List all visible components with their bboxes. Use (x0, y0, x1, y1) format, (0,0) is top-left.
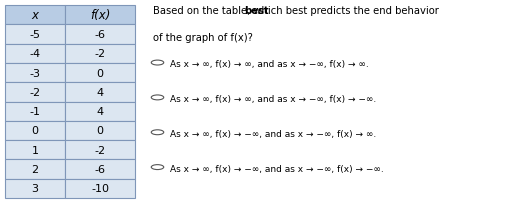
Text: As x → ∞, f(x) → ∞, and as x → −∞, f(x) → −∞.: As x → ∞, f(x) → ∞, and as x → −∞, f(x) … (170, 95, 376, 104)
Bar (65, 140, 135, 160)
Text: -6: -6 (94, 30, 106, 40)
Text: -2: -2 (94, 49, 106, 59)
Text: -10: -10 (91, 183, 109, 193)
Text: 1: 1 (32, 145, 39, 155)
Bar (65, 179, 135, 198)
Bar (5, 179, 65, 198)
Text: -5: -5 (30, 30, 41, 40)
Text: 4: 4 (96, 107, 104, 116)
Bar (5, 25, 65, 44)
Bar (65, 83, 135, 102)
Text: -4: -4 (30, 49, 41, 59)
Bar (5, 121, 65, 140)
Text: best: best (244, 6, 269, 16)
Text: Based on the table, which best predicts the end behavior: Based on the table, which best predicts … (153, 6, 439, 16)
Text: of the graph of f(x)?: of the graph of f(x)? (153, 33, 253, 43)
Bar (65, 6, 135, 25)
Bar (5, 140, 65, 160)
Text: As x → ∞, f(x) → −∞, and as x → −∞, f(x) → ∞.: As x → ∞, f(x) → −∞, and as x → −∞, f(x)… (170, 130, 376, 139)
Bar (65, 102, 135, 121)
Bar (5, 160, 65, 179)
Text: 0: 0 (32, 126, 39, 136)
Bar (5, 102, 65, 121)
Text: As x → ∞, f(x) → −∞, and as x → −∞, f(x) → −∞.: As x → ∞, f(x) → −∞, and as x → −∞, f(x)… (170, 164, 384, 173)
Text: 0: 0 (96, 68, 104, 78)
Bar (5, 44, 65, 64)
Text: -2: -2 (30, 88, 41, 97)
Bar (65, 25, 135, 44)
Bar (5, 6, 65, 25)
Text: As x → ∞, f(x) → ∞, and as x → −∞, f(x) → ∞.: As x → ∞, f(x) → ∞, and as x → −∞, f(x) … (170, 60, 369, 69)
Text: x: x (32, 9, 39, 22)
Text: 0: 0 (96, 126, 104, 136)
Text: 3: 3 (32, 183, 39, 193)
Text: 4: 4 (96, 88, 104, 97)
Bar (5, 64, 65, 83)
Text: f(x): f(x) (90, 9, 110, 22)
Text: 2: 2 (32, 164, 39, 174)
Bar (65, 121, 135, 140)
Bar (65, 64, 135, 83)
Text: -1: -1 (30, 107, 41, 116)
Text: -2: -2 (94, 145, 106, 155)
Bar (5, 83, 65, 102)
Bar (65, 44, 135, 64)
Text: -6: -6 (94, 164, 106, 174)
Bar (65, 160, 135, 179)
Text: -3: -3 (30, 68, 41, 78)
